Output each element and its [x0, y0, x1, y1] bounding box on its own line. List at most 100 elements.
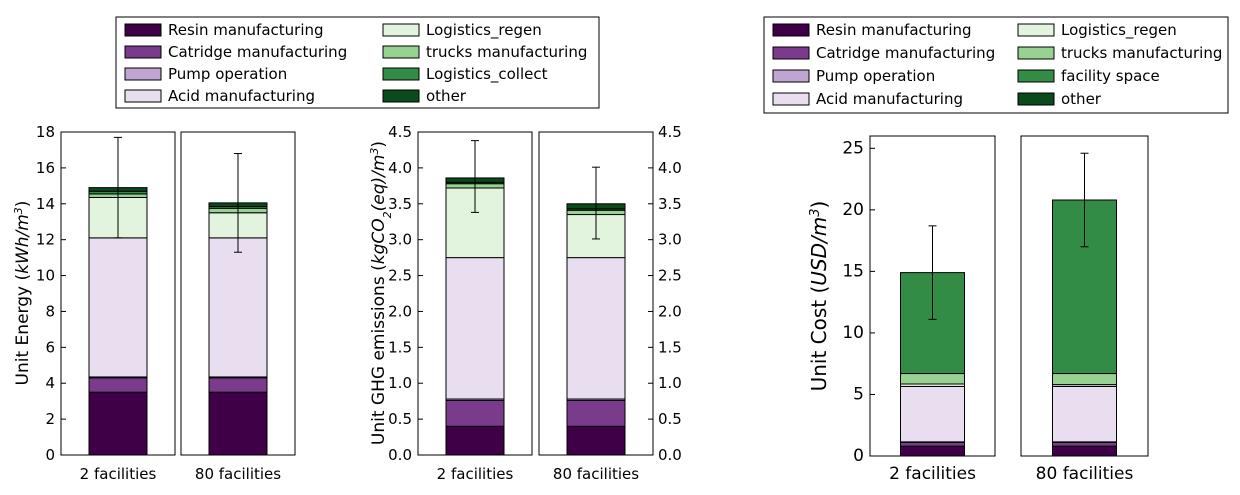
- y-tick-label: 3.0: [658, 231, 682, 249]
- legend-swatch: [124, 89, 162, 103]
- legend-swatch: [1017, 92, 1055, 106]
- legend-swatch: [772, 46, 810, 60]
- panel-80-facilities: 80 facilities: [1020, 135, 1149, 484]
- legend-label: Logistics_regen: [426, 21, 542, 40]
- legend-swatch: [124, 67, 162, 81]
- y-tick-label: 4.0: [388, 159, 412, 177]
- y-tick-label: 25: [842, 138, 864, 158]
- legend-swatch: [382, 45, 420, 59]
- y-axis-label: Unit GHG emissions (kgCO2(eq)/m3): [368, 141, 394, 445]
- y-tick-label: 1.5: [658, 338, 682, 356]
- y-tick-label: 1.0: [658, 374, 682, 392]
- legend-swatch: [382, 23, 420, 37]
- bar-segment-catridge-manufacturing: [445, 399, 505, 427]
- y-axis-label: Unit Energy (kWh/m3): [12, 201, 34, 386]
- legend-label: Pump operation: [816, 67, 935, 85]
- legend-swatch: [124, 45, 162, 59]
- legend-swatch: [772, 69, 810, 83]
- x-tick-label: 2 facilities: [437, 465, 514, 483]
- bar-segment-resin-manufacturing: [208, 391, 268, 456]
- y-tick-label: 14: [36, 195, 55, 213]
- panel-2-facilities: 2 facilities 0 2 4 6 8 10 12 14 16 18: [36, 123, 176, 483]
- y-tick-label: 3.0: [388, 231, 412, 249]
- bar-segment-acid-manufacturing: [445, 257, 505, 400]
- legend-label: Logistics_regen: [1061, 21, 1177, 40]
- bar-segment-catridge-manufacturing: [1052, 441, 1117, 447]
- panel-2-facilities: 2 facilities 0.0 0.5 1.0 1.5 2.0 2.5 3.0 3.5 4.0 4…: [388, 123, 533, 483]
- y-tick-label: 1.5: [388, 338, 412, 356]
- x-tick-label: 2 facilities: [889, 464, 976, 484]
- bar-segment-acid-manufacturing: [208, 237, 268, 378]
- legend-swatch: [772, 23, 810, 37]
- y-tick-label: 4.0: [658, 159, 682, 177]
- bar-segment-catridge-manufacturing: [900, 441, 965, 447]
- legend-right: Resin manufacturing Catridge manufacturin…: [763, 16, 1229, 114]
- bar-segment-resin-manufacturing: [566, 425, 626, 456]
- x-tick-label: 80 facilities: [553, 465, 639, 483]
- legend-label: facility space: [1061, 67, 1160, 85]
- y-tick-label: 4: [45, 374, 55, 392]
- y-tick-label: 0: [853, 446, 864, 466]
- panel-80-facilities: 80 facilities: [180, 131, 296, 483]
- legend-label: other: [426, 87, 467, 105]
- y-tick-label: 0.0: [388, 446, 412, 464]
- y-tick-label: 0.0: [658, 446, 682, 464]
- x-tick-label: 80 facilities: [1036, 464, 1134, 484]
- bar-segment-resin-manufacturing: [900, 445, 965, 457]
- legend-label: trucks manufacturing: [426, 43, 587, 61]
- panel-2-facilities: 2 facilities 0 5 10 15 20 25: [842, 135, 996, 484]
- bar-segment-catridge-manufacturing: [208, 377, 268, 393]
- bar-segment-acid-manufacturing: [88, 237, 148, 378]
- y-tick-label: 2.5: [658, 267, 682, 285]
- legend-swatch: [382, 89, 420, 103]
- bar-segment-acid-manufacturing: [1052, 385, 1117, 443]
- panel-80-facilities: 80 facilities 0.0 0.5 1.0 1.5 2.0 2.5 3.0 3.5 4.0…: [538, 123, 682, 483]
- legend-label: Logistics_collect: [426, 65, 548, 84]
- legend-left: Resin manufacturing Catridge manufacturin…: [115, 16, 600, 109]
- y-tick-label: 2: [45, 410, 55, 428]
- y-tick-label: 12: [36, 231, 55, 249]
- legend-label: Pump operation: [168, 65, 287, 83]
- legend-frame: [115, 16, 600, 109]
- y-tick-label: 4.5: [388, 123, 412, 141]
- y-tick-label: 2.0: [388, 302, 412, 320]
- legend-label: other: [1061, 90, 1102, 108]
- x-tick-label: 80 facilities: [195, 465, 281, 483]
- legend-swatch: [124, 23, 162, 37]
- y-tick-label: 0.5: [388, 410, 412, 428]
- y-tick-label: 8: [45, 302, 55, 320]
- bar-segment-resin-manufacturing: [1052, 445, 1117, 457]
- y-tick-label: 15: [842, 261, 864, 281]
- y-tick-label: 6: [45, 338, 55, 356]
- legend-label: Resin manufacturing: [168, 21, 324, 39]
- y-tick-label: 4.5: [658, 123, 682, 141]
- y-tick-label: 16: [36, 159, 55, 177]
- legend-label: Acid manufacturing: [168, 87, 315, 105]
- y-tick-label: 10: [36, 267, 55, 285]
- y-axis-label: Unit Cost (USD/m3): [807, 201, 831, 392]
- legend-swatch: [1017, 46, 1055, 60]
- chart-2: 2 facilities 0.0 0.5 1.0 1.5 2.0 2.5 3.0 3.5 4.0 4…: [368, 123, 682, 483]
- legend-swatch: [1017, 69, 1055, 83]
- bar-segment-resin-manufacturing: [88, 391, 148, 456]
- legend-swatch: [772, 92, 810, 106]
- y-tick-label: 5: [853, 384, 864, 404]
- bar-segment-resin-manufacturing: [445, 425, 505, 456]
- legend-label: Catridge manufacturing: [168, 43, 347, 61]
- bar-segment-catridge-manufacturing: [88, 377, 148, 393]
- legend-frame: [763, 16, 1229, 114]
- legend-swatch: [382, 67, 420, 81]
- legend-swatch: [1017, 23, 1055, 37]
- y-tick-label: 18: [36, 123, 55, 141]
- x-tick-label: 2 facilities: [80, 465, 157, 483]
- y-tick-label: 3.5: [388, 195, 412, 213]
- bar-segment-trucks-manufacturing: [1052, 373, 1117, 386]
- y-tick-label: 20: [842, 200, 864, 220]
- bar-segment-catridge-manufacturing: [566, 399, 626, 427]
- bar-segment-trucks-manufacturing: [900, 373, 965, 385]
- legend-label: Acid manufacturing: [816, 90, 963, 108]
- y-tick-label: 10: [842, 323, 864, 343]
- bar-segment-acid-manufacturing: [566, 257, 626, 400]
- y-tick-label: 3.5: [658, 195, 682, 213]
